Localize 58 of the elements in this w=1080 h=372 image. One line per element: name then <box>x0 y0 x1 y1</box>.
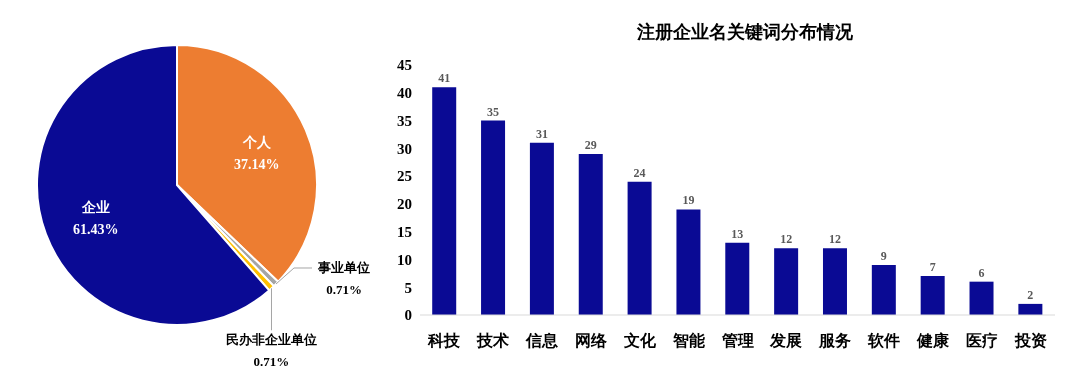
data-label: 7 <box>929 260 936 275</box>
slice-label: 企业 <box>80 198 110 215</box>
data-label: 6 <box>978 265 985 280</box>
x-tick-label: 医疗 <box>965 332 998 350</box>
y-tick-label: 5 <box>404 279 412 296</box>
x-tick-label: 软件 <box>867 332 901 350</box>
data-label: 19 <box>682 193 695 208</box>
slice-label: 民办非企业单位 <box>225 332 317 348</box>
x-tick-label: 智能 <box>671 332 705 350</box>
data-label: 37.14% <box>234 156 280 172</box>
bar <box>676 209 701 315</box>
x-tick-label: 技术 <box>476 332 510 350</box>
y-tick-label: 10 <box>397 251 412 268</box>
x-tick-label: 投资 <box>1013 332 1047 350</box>
y-tick-label: 0 <box>404 307 412 324</box>
bar <box>871 265 896 315</box>
y-tick-label: 15 <box>397 223 412 240</box>
bar <box>1018 303 1043 315</box>
slice-label: 事业单位 <box>317 259 370 275</box>
y-tick-label: 20 <box>397 196 412 213</box>
bar <box>969 281 994 315</box>
data-label: 61.43% <box>72 221 119 237</box>
bar <box>432 87 457 315</box>
x-tick-label: 健康 <box>915 332 950 350</box>
data-label: 9 <box>880 249 887 263</box>
chart-title: 注册企业名关键词分布情况 <box>636 21 854 44</box>
data-label: 0.71% <box>253 354 290 370</box>
slice-label: 个人 <box>241 133 272 150</box>
y-tick-label: 25 <box>397 168 412 185</box>
bar <box>725 242 750 315</box>
data-label: 29 <box>584 137 597 152</box>
x-tick-label: 管理 <box>720 332 754 350</box>
bar <box>627 181 652 315</box>
bar <box>529 142 554 315</box>
y-tick-label: 45 <box>397 57 412 74</box>
y-tick-label: 40 <box>397 85 412 102</box>
y-tick-label: 30 <box>397 140 412 157</box>
data-label: 24 <box>633 165 646 180</box>
data-label: 13 <box>731 226 744 241</box>
x-tick-label: 发展 <box>769 332 803 350</box>
bar <box>481 120 506 315</box>
data-label: 35 <box>487 104 500 119</box>
data-label: 12 <box>828 232 841 247</box>
data-label: 2 <box>1027 287 1034 302</box>
bar <box>822 248 847 315</box>
x-tick-label: 网络 <box>574 332 608 350</box>
bar <box>578 153 603 315</box>
x-tick-label: 信息 <box>525 332 560 350</box>
y-tick-label: 35 <box>397 112 412 129</box>
x-tick-label: 服务 <box>818 332 852 350</box>
bar <box>920 276 945 315</box>
bar <box>774 248 799 315</box>
x-tick-label: 文化 <box>622 332 657 350</box>
data-label: 0.71% <box>326 281 362 297</box>
data-label: 31 <box>535 126 548 141</box>
data-label: 41 <box>438 71 451 86</box>
x-tick-label: 科技 <box>427 332 462 350</box>
data-label: 12 <box>780 232 793 247</box>
